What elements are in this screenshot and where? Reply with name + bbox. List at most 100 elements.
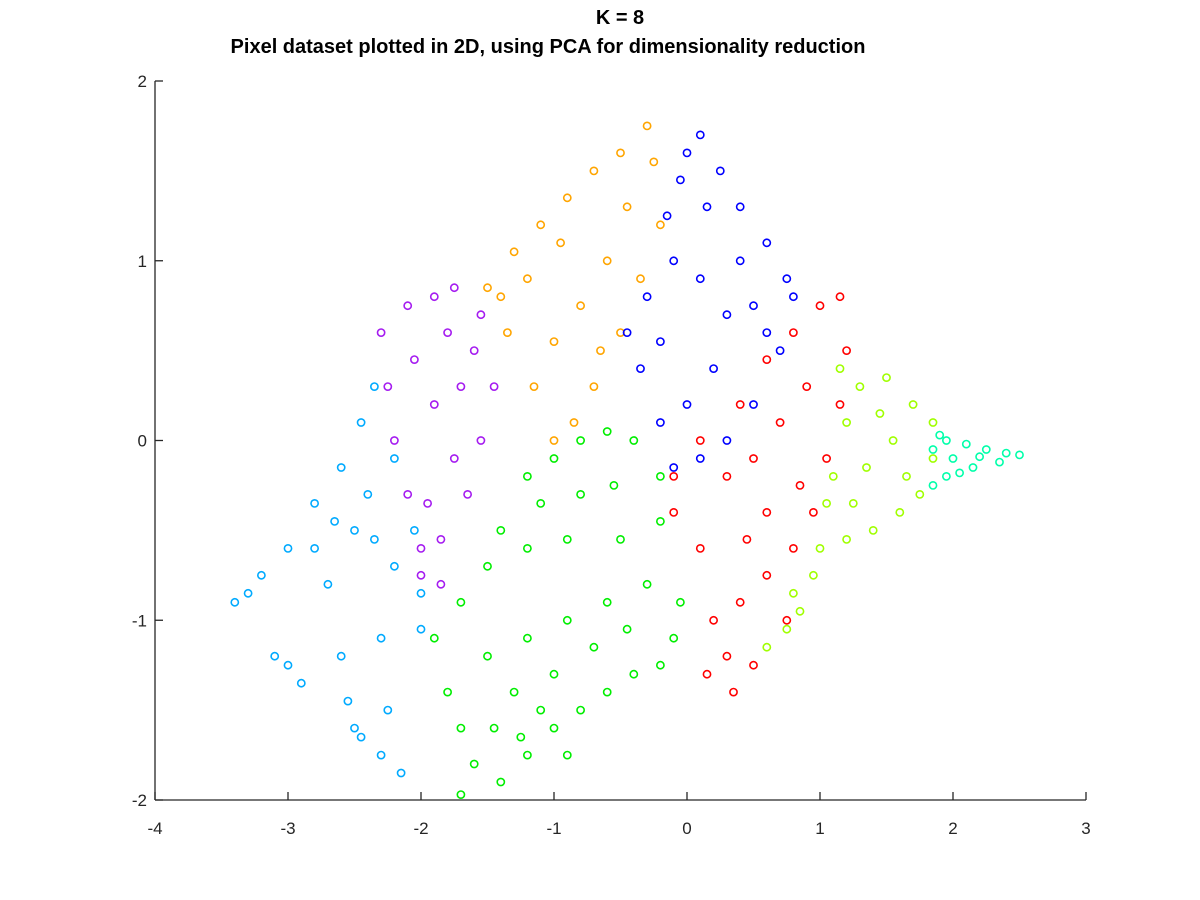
data-point <box>842 535 851 544</box>
data-point <box>616 148 625 158</box>
data-point <box>735 256 745 266</box>
data-point <box>695 544 705 553</box>
cluster-1 <box>230 382 426 778</box>
data-point <box>709 364 718 373</box>
data-point <box>489 382 499 391</box>
data-point <box>968 463 978 472</box>
data-point <box>722 471 732 481</box>
data-point <box>842 346 851 355</box>
data-point <box>536 498 546 508</box>
cluster-5 <box>669 292 851 697</box>
data-point <box>942 471 951 481</box>
data-point <box>383 382 393 391</box>
data-point <box>928 445 938 454</box>
data-point <box>1015 450 1024 460</box>
data-point <box>416 624 426 634</box>
data-point <box>669 633 679 643</box>
data-point <box>602 256 612 266</box>
data-point <box>549 669 559 679</box>
data-point <box>955 468 964 478</box>
data-point <box>483 561 492 571</box>
data-point <box>762 355 772 364</box>
data-point <box>656 471 665 481</box>
data-point <box>336 463 346 472</box>
data-point <box>509 687 519 697</box>
data-point <box>902 471 911 481</box>
data-point <box>283 660 293 670</box>
y-tick-label: 2 <box>138 72 147 91</box>
data-point <box>376 328 386 337</box>
data-point <box>483 283 492 293</box>
data-point <box>682 400 692 409</box>
data-point <box>310 498 319 508</box>
data-point <box>629 669 639 679</box>
data-point <box>456 597 466 607</box>
data-point <box>928 480 938 490</box>
data-point <box>795 606 805 616</box>
data-point <box>695 436 705 445</box>
data-point <box>403 301 413 311</box>
data-point <box>589 382 599 391</box>
data-point <box>815 301 825 311</box>
ticks-layer: -4 -3 -2 -1 0 1 2 3 -2 -1 0 1 2 <box>132 72 1091 838</box>
data-point <box>656 517 665 526</box>
data-point <box>695 130 705 140</box>
data-point <box>656 220 665 230</box>
data-point <box>529 382 539 391</box>
data-point <box>356 732 366 742</box>
data-point <box>363 489 373 499</box>
data-point <box>802 382 812 391</box>
cluster-7 <box>762 364 938 652</box>
cluster-2 <box>376 283 499 589</box>
data-point <box>502 328 512 337</box>
data-point <box>609 480 619 490</box>
data-point <box>330 517 339 526</box>
cluster-3 <box>483 121 665 445</box>
data-point <box>735 202 745 212</box>
data-point <box>695 454 705 463</box>
data-point <box>496 292 506 302</box>
data-point <box>749 301 758 311</box>
data-point <box>622 328 632 337</box>
data-point <box>656 418 665 427</box>
data-point <box>416 544 426 553</box>
data-point <box>369 382 379 391</box>
data-point <box>483 651 492 661</box>
data-point <box>762 570 772 580</box>
data-point <box>636 274 645 284</box>
data-point <box>722 310 732 320</box>
data-point <box>403 489 413 499</box>
data-point <box>622 202 632 212</box>
data-point <box>523 274 532 284</box>
data-point <box>602 597 612 607</box>
data-point <box>782 624 792 634</box>
data-point <box>809 508 818 517</box>
data-point <box>908 400 918 409</box>
data-point <box>762 238 772 248</box>
data-point <box>789 328 798 337</box>
data-point <box>536 220 546 230</box>
data-point <box>436 579 446 589</box>
data-point <box>549 436 559 445</box>
data-point <box>749 454 758 463</box>
data-point <box>476 310 486 320</box>
data-point <box>230 597 240 607</box>
data-point <box>709 615 718 625</box>
data-point <box>888 436 898 445</box>
data-point <box>310 544 319 553</box>
data-point <box>662 211 672 221</box>
data-point <box>975 452 984 462</box>
data-point <box>835 400 845 409</box>
data-point <box>549 454 559 463</box>
x-tick-label: 3 <box>1081 819 1090 838</box>
data-point <box>835 292 845 302</box>
data-point <box>642 292 652 302</box>
data-point <box>995 457 1004 467</box>
data-point <box>629 436 639 445</box>
data-point <box>569 418 579 427</box>
data-point <box>443 687 452 697</box>
data-point <box>523 544 532 553</box>
chart-title-line-1: K = 8 <box>596 7 644 29</box>
data-point <box>296 678 306 688</box>
data-point <box>835 364 845 373</box>
